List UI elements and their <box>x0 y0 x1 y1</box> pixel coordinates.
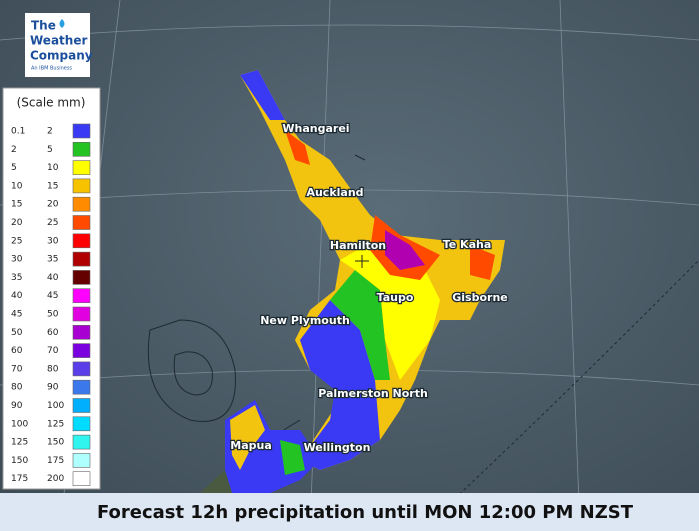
legend-swatch <box>72 453 91 468</box>
legend-from: 90 <box>11 401 23 411</box>
legend-swatch <box>72 215 91 230</box>
logo-text: Weather <box>30 34 87 48</box>
logo: The Weather Company An IBM Business <box>25 13 93 77</box>
legend-to: 100 <box>47 401 64 411</box>
caption-bar <box>0 493 699 531</box>
city-label: Gisborne <box>452 291 508 304</box>
legend-from: 100 <box>11 419 28 429</box>
logo-box <box>25 13 90 77</box>
legend-swatch <box>72 324 91 340</box>
legend-from: 5 <box>11 163 17 173</box>
legend-to: 5 <box>47 145 53 155</box>
legend-swatch <box>72 123 91 139</box>
city-label: Hamilton <box>330 239 386 252</box>
logo-tagline: An IBM Business <box>31 66 72 72</box>
logo-text: The <box>31 19 56 33</box>
legend-to: 90 <box>47 383 59 393</box>
legend-from: 25 <box>11 236 22 246</box>
legend-to: 150 <box>47 438 64 448</box>
legend-from: 20 <box>11 218 23 228</box>
crosshair <box>355 255 369 268</box>
legend-from: 40 <box>11 291 23 301</box>
legend-title: (Scale mm) <box>17 96 86 110</box>
legend-from: 125 <box>11 438 28 448</box>
legend-to: 15 <box>47 181 58 191</box>
legend-to: 175 <box>47 456 64 466</box>
legend-to: 40 <box>47 273 59 283</box>
legend-swatch <box>72 306 91 322</box>
legend-from: 70 <box>11 364 23 374</box>
legend-from: 175 <box>11 474 28 484</box>
legend-swatch <box>72 288 91 304</box>
logo-text: Company <box>30 49 93 63</box>
legend-swatch <box>72 398 91 413</box>
legend-to: 70 <box>47 346 59 356</box>
city-label: New Plymouth <box>260 314 350 327</box>
legend-from: 15 <box>11 200 22 210</box>
legend-to: 60 <box>47 328 59 338</box>
legend-swatch <box>72 270 91 285</box>
legend-swatch <box>72 233 91 249</box>
legend-swatch <box>72 142 91 157</box>
legend-to: 10 <box>47 163 59 173</box>
city-label: Mapua <box>230 439 272 452</box>
legend-from: 60 <box>11 346 23 356</box>
legend-from: 35 <box>11 273 22 283</box>
legend-swatch <box>72 471 91 487</box>
legend-to: 2 <box>47 127 53 137</box>
legend-to: 35 <box>47 255 58 265</box>
legend-from: 10 <box>11 181 23 191</box>
north-island <box>240 70 505 470</box>
caption: Forecast 12h precipitation until MON 12:… <box>97 502 634 523</box>
legend-swatch <box>72 196 91 212</box>
legend-from: 150 <box>11 456 28 466</box>
legend-from: 80 <box>11 383 23 393</box>
legend-from: 50 <box>11 328 23 338</box>
legend-from: 2 <box>11 145 17 155</box>
city-label: Palmerston North <box>318 387 428 400</box>
city-label: Whangarei <box>282 122 349 135</box>
legend-to: 200 <box>47 474 64 484</box>
legend-from: 30 <box>11 255 23 265</box>
city-label: Wellington <box>304 441 371 454</box>
city-label: Taupo <box>377 291 414 304</box>
legend-to: 50 <box>47 310 59 320</box>
logo-drop <box>59 19 65 28</box>
legend-swatch <box>72 178 91 194</box>
legend-to: 30 <box>47 236 59 246</box>
south-island <box>200 400 320 493</box>
legend-to: 125 <box>47 419 64 429</box>
legend-swatch <box>72 434 91 450</box>
legend-swatch <box>72 361 91 377</box>
legend-swatch <box>72 416 91 432</box>
legend-from: 45 <box>11 310 22 320</box>
legend-to: 25 <box>47 218 58 228</box>
legend-swatch <box>72 160 91 175</box>
legend-to: 20 <box>47 200 59 210</box>
legend-from: 0.1 <box>11 127 25 137</box>
city-label: Auckland <box>306 186 363 199</box>
legend-to: 80 <box>47 364 59 374</box>
legend-swatch <box>72 343 91 358</box>
city-label: Te Kaha <box>443 238 492 251</box>
legend-swatch <box>72 379 91 395</box>
legend-swatch <box>72 251 91 267</box>
legend-to: 45 <box>47 291 58 301</box>
